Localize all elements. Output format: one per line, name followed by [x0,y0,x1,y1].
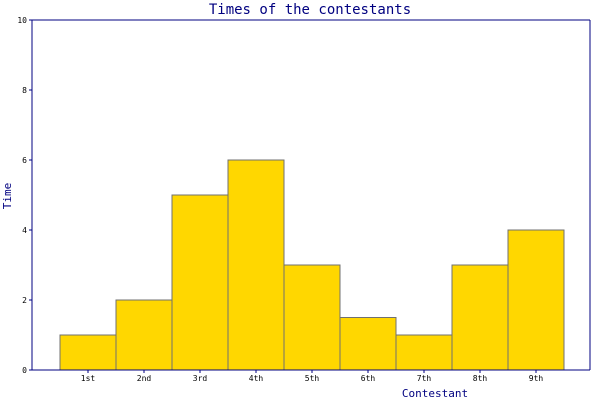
x-tick-label: 6th [361,374,376,383]
y-tick-label: 6 [22,156,27,165]
y-axis-ticks: 0 2 4 6 8 10 [17,16,32,375]
bar-9th [507,229,565,371]
x-tick-label: 5th [305,374,320,383]
x-tick-label: 9th [529,374,544,383]
bar-8th [451,264,509,371]
x-axis-ticks: 1st 2nd 3rd 4th 5th 6th 7th 8th 9th [81,370,544,383]
y-tick-label: 4 [22,226,27,235]
y-tick-label: 10 [17,16,27,25]
y-tick-label: 2 [22,296,27,305]
x-tick-label: 4th [249,374,264,383]
y-tick-label: 8 [22,86,27,95]
x-tick-label: 7th [417,374,432,383]
bar-3rd [171,194,229,371]
bar-4th [227,159,285,371]
y-axis-label: Time [1,183,14,210]
x-tick-label: 3rd [193,374,208,383]
bar-2nd [115,299,173,371]
x-tick-label: 8th [473,374,488,383]
chart-title: Times of the contestants [209,2,411,18]
bars-group [59,159,565,371]
x-tick-label: 2nd [137,374,152,383]
bar-5th [283,264,341,371]
bar-1st [59,334,117,371]
bar-7th [395,334,453,371]
x-tick-label: 1st [81,374,96,383]
bar-6th [339,317,397,371]
x-axis-label: Contestant [402,387,468,400]
y-tick-label: 0 [22,366,27,375]
